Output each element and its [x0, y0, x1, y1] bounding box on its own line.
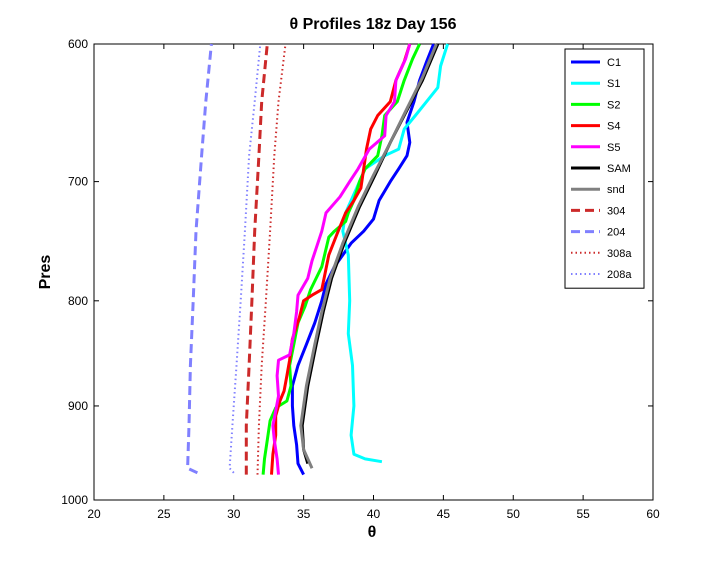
y-axis-title: Pres	[37, 255, 54, 290]
x-tick-label: 55	[576, 507, 590, 521]
legend-label-208a: 208a	[607, 269, 632, 281]
x-tick-label: 35	[297, 507, 311, 521]
x-tick-label: 60	[646, 507, 660, 521]
legend-label-308a: 308a	[607, 248, 632, 260]
plot-area	[93, 43, 654, 501]
y-tick-label: 700	[68, 175, 88, 189]
chart-title: θ Profiles 18z Day 156	[290, 16, 457, 33]
legend-label-S1: S1	[607, 78, 620, 90]
x-tick-label: 40	[367, 507, 381, 521]
ticks-layer: 20 25 30 35 40 45 50 55 60 600 700 800 900 1000	[61, 37, 660, 521]
y-tick-label: 900	[68, 399, 88, 413]
x-axis-title: θ	[368, 524, 377, 541]
series-line-S4	[270, 43, 412, 475]
x-tick-label: 25	[157, 507, 171, 521]
x-tick-label: 20	[87, 507, 101, 521]
legend: C1 S1 S2 S4 S5 SAM snd 304 204 308a 208a	[564, 48, 645, 289]
x-tick-label: 45	[437, 507, 451, 521]
legend-label-204: 204	[607, 227, 625, 239]
legend-label-SAM: SAM	[607, 163, 631, 175]
x-tick-label: 30	[227, 507, 241, 521]
series-line-snd	[299, 43, 438, 469]
y-tick-label: 1000	[61, 493, 88, 507]
legend-label-snd: snd	[607, 184, 625, 196]
legend-label-S5: S5	[607, 142, 620, 154]
x-tick-label: 50	[507, 507, 521, 521]
series-line-208a	[228, 43, 262, 474]
series-line-304	[244, 43, 269, 475]
legend-label-304: 304	[607, 205, 625, 217]
legend-label-S2: S2	[607, 99, 620, 111]
series-line-S1	[341, 43, 450, 464]
legend-label-C1: C1	[607, 57, 621, 69]
series-line-308a	[256, 43, 287, 475]
series-layer	[186, 43, 450, 476]
series-line-S5	[271, 43, 412, 475]
legend-label-S4: S4	[607, 121, 620, 133]
y-tick-label: 600	[68, 37, 88, 51]
y-tick-label: 800	[68, 294, 88, 308]
